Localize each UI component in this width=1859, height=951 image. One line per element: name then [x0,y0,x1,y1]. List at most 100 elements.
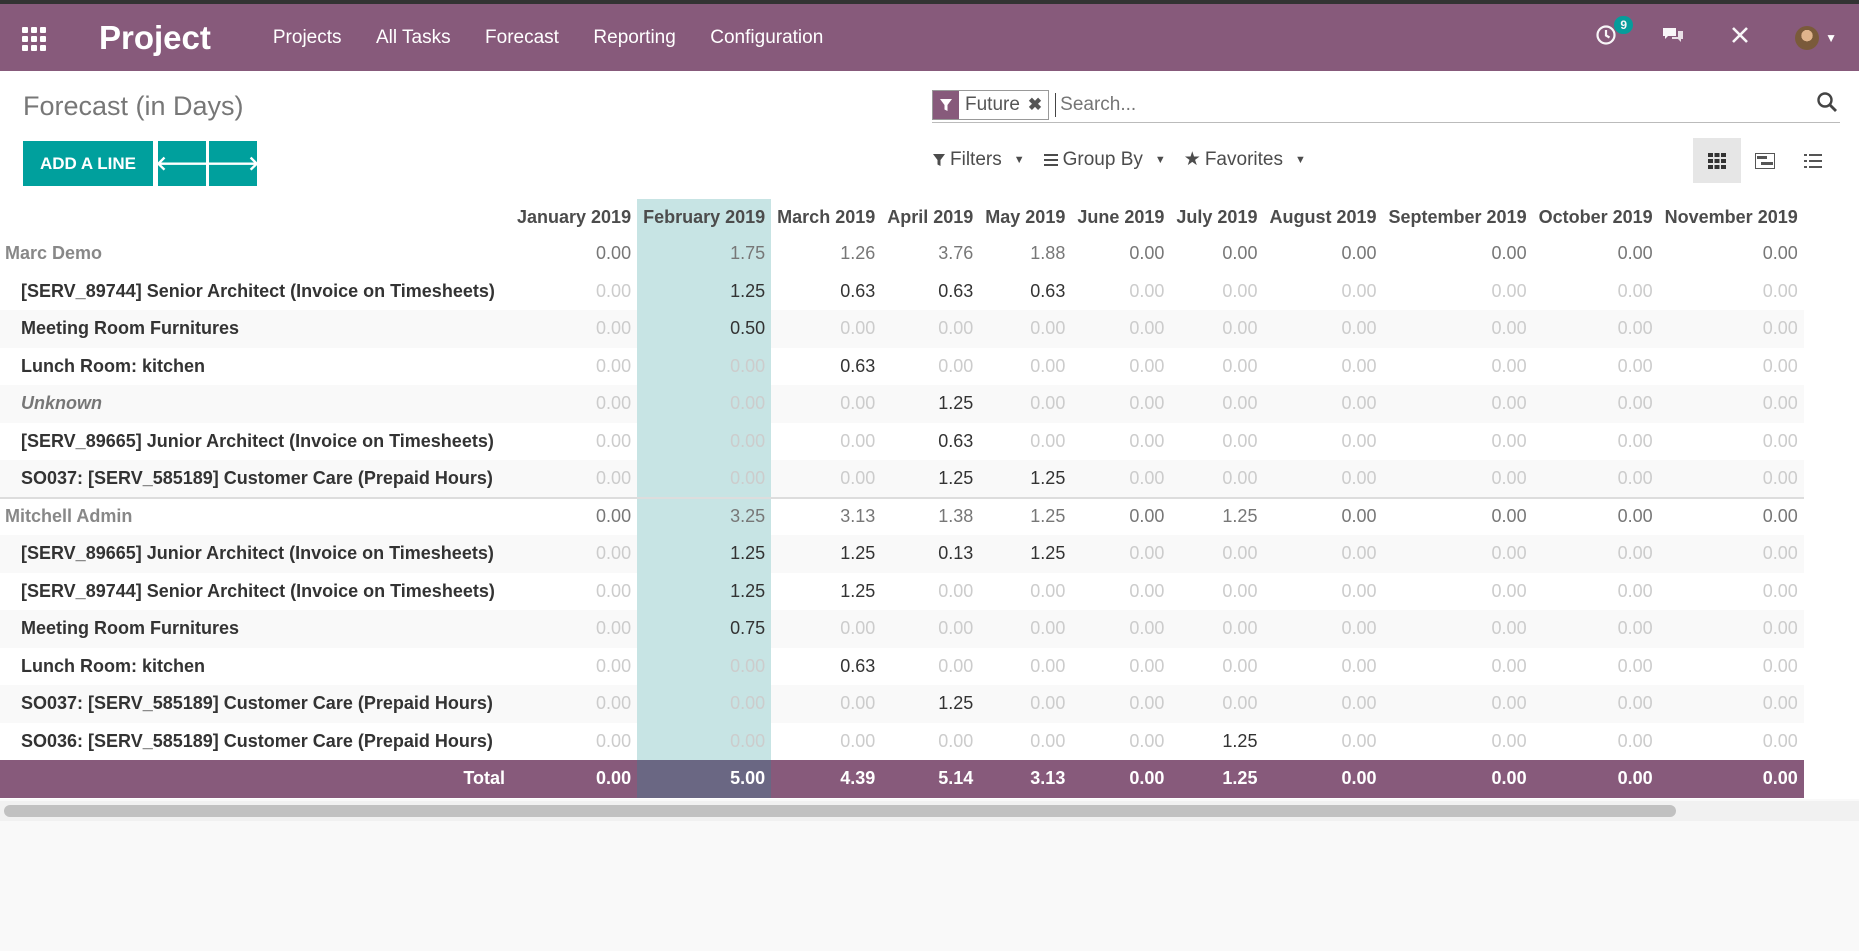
forecast-cell[interactable]: 0.00 [637,722,772,760]
forecast-cell[interactable]: 0.00 [938,580,974,601]
grid-view-button[interactable] [1693,138,1741,183]
forecast-cell[interactable]: 0.00 [1491,730,1527,751]
forecast-cell[interactable]: 0.00 [1762,430,1798,451]
forecast-cell[interactable]: 0.00 [1222,430,1258,451]
forecast-cell[interactable]: 0.00 [637,422,772,460]
forecast-cell[interactable]: 0.00 [1341,280,1377,301]
forecast-cell[interactable]: 0.00 [1341,730,1377,751]
forecast-cell[interactable]: 0.00 [1030,580,1066,601]
messaging-chat-icon[interactable] [1661,25,1685,51]
forecast-cell[interactable]: 0.00 [1617,430,1653,451]
forecast-cell[interactable]: 0.00 [881,310,980,348]
gantt-view-button[interactable] [1741,138,1789,183]
group-name[interactable]: Marc Demo [5,243,103,264]
forecast-cell[interactable]: 1.25 [881,460,980,498]
forecast-cell[interactable]: 0.00 [1263,310,1383,348]
forecast-cell[interactable]: 0.00 [840,430,876,451]
forecast-cell[interactable]: 0.00 [1532,310,1659,348]
forecast-cell[interactable]: 0.00 [1658,310,1804,348]
forecast-cell[interactable]: 0.00 [1071,610,1171,648]
forecast-cell[interactable]: 0.00 [1382,310,1533,348]
forecast-cell[interactable]: 0.00 [1762,730,1798,751]
forecast-cell[interactable]: 0.00 [1263,685,1383,723]
forecast-cell[interactable]: 0.00 [511,610,638,648]
forecast-cell[interactable]: 0.00 [1170,685,1264,723]
forecast-cell[interactable]: 0.00 [771,610,882,648]
forecast-cell[interactable]: 0.00 [1222,280,1258,301]
forecast-cell[interactable]: 0.00 [1030,355,1066,376]
user-menu[interactable]: ▼ [1795,25,1837,50]
forecast-cell[interactable]: 0.00 [1263,610,1383,648]
forecast-cell[interactable]: 0.00 [596,580,632,601]
forecast-cell[interactable]: 0.00 [1129,655,1165,676]
forecast-cell[interactable]: 0.00 [1263,535,1383,573]
forecast-cell[interactable]: 0.00 [1222,580,1258,601]
forecast-cell[interactable]: 0.00 [637,685,772,723]
forecast-cell[interactable]: 0.00 [1129,730,1165,751]
forecast-cell[interactable]: 0.00 [511,460,638,498]
filters-dropdown[interactable]: Filters ▼ [932,148,1025,171]
facet-remove-icon[interactable]: ✖ [1027,94,1043,114]
forecast-cell[interactable]: 0.00 [938,655,974,676]
forecast-cell[interactable]: 0.00 [1071,310,1171,348]
forecast-cell[interactable]: 0.63 [1030,280,1066,301]
forecast-cell[interactable]: 0.00 [1658,685,1804,723]
forecast-cell[interactable]: 0.00 [1382,610,1533,648]
forecast-cell[interactable]: 0.00 [1170,610,1264,648]
activity-clock-icon[interactable]: 9 [1595,15,1634,52]
menu-configuration[interactable]: Configuration [710,26,824,48]
forecast-cell[interactable]: 0.00 [1030,655,1066,676]
forecast-cell[interactable]: 1.25 [979,535,1072,573]
forecast-cell[interactable]: 0.63 [840,355,876,376]
forecast-cell[interactable]: 0.00 [1617,355,1653,376]
forecast-cell[interactable]: 0.63 [938,430,974,451]
debug-tools-icon[interactable] [1729,24,1751,52]
forecast-cell[interactable]: 0.00 [979,385,1072,423]
next-button[interactable]: 🡒 [206,141,260,186]
forecast-cell[interactable]: 0.00 [1617,655,1653,676]
forecast-cell[interactable]: 0.63 [938,280,974,301]
forecast-cell[interactable]: 0.00 [979,610,1072,648]
forecast-cell[interactable]: 0.00 [1341,655,1377,676]
apps-menu-icon[interactable] [22,26,52,51]
forecast-cell[interactable]: 0.00 [1762,280,1798,301]
forecast-cell[interactable]: 0.00 [1222,655,1258,676]
menu-all-tasks[interactable]: All Tasks [375,26,451,48]
forecast-cell[interactable]: 0.00 [1222,355,1258,376]
groupby-dropdown[interactable]: Group By ▼ [1043,148,1166,171]
forecast-cell[interactable]: 0.00 [771,460,882,498]
forecast-cell[interactable]: 0.00 [511,310,638,348]
forecast-cell[interactable]: 0.00 [979,310,1072,348]
favorites-dropdown[interactable]: ★ Favorites ▼ [1184,148,1306,171]
forecast-cell[interactable]: 0.00 [1491,280,1527,301]
forecast-cell[interactable]: 0.00 [1532,460,1659,498]
forecast-cell[interactable]: 0.00 [596,280,632,301]
menu-forecast[interactable]: Forecast [485,26,559,48]
forecast-cell[interactable]: 0.00 [1071,685,1171,723]
forecast-cell[interactable]: 0.13 [881,535,980,573]
horizontal-scrollbar[interactable] [4,805,1676,817]
forecast-cell[interactable]: 0.00 [771,385,882,423]
forecast-cell[interactable]: 0.00 [637,647,772,685]
forecast-cell[interactable]: 0.00 [1382,685,1533,723]
forecast-cell[interactable]: 1.25 [840,580,876,601]
forecast-cell[interactable]: 0.00 [1382,535,1533,573]
forecast-cell[interactable]: 0.00 [1532,535,1659,573]
forecast-cell[interactable]: 0.00 [596,730,632,751]
forecast-cell[interactable]: 0.00 [1170,460,1264,498]
forecast-cell[interactable]: 0.00 [1762,355,1798,376]
forecast-cell[interactable]: 0.00 [1491,430,1527,451]
list-view-button[interactable] [1789,138,1837,183]
forecast-cell[interactable]: 1.25 [637,535,772,573]
forecast-cell[interactable]: 0.00 [1491,580,1527,601]
forecast-cell[interactable]: 0.00 [1341,430,1377,451]
forecast-cell[interactable]: 0.00 [1263,460,1383,498]
forecast-cell[interactable]: 0.50 [637,310,772,348]
forecast-cell[interactable]: 0.00 [1030,730,1066,751]
forecast-cell[interactable]: 0.00 [979,685,1072,723]
forecast-cell[interactable]: 0.00 [596,430,632,451]
forecast-cell[interactable]: 0.00 [938,730,974,751]
menu-reporting[interactable]: Reporting [593,26,676,48]
forecast-cell[interactable]: 0.00 [511,535,638,573]
forecast-cell[interactable]: 0.00 [1617,730,1653,751]
